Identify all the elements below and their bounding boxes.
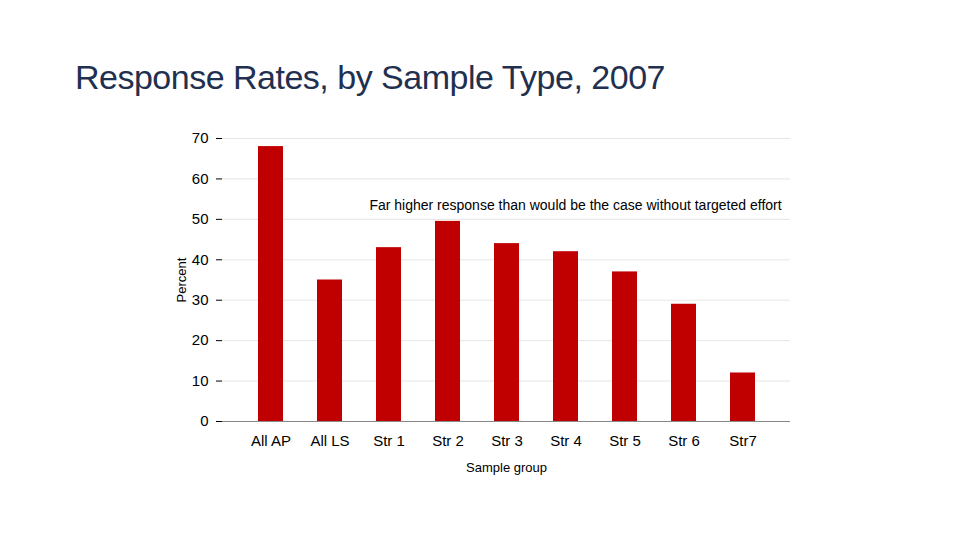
- svg-text:Percent: Percent: [174, 257, 189, 302]
- svg-text:10: 10: [192, 372, 209, 389]
- svg-text:Sample group: Sample group: [466, 460, 547, 475]
- svg-text:30: 30: [192, 291, 209, 308]
- svg-text:60: 60: [192, 170, 209, 187]
- svg-text:40: 40: [192, 251, 209, 268]
- svg-text:Str 6: Str 6: [668, 432, 700, 449]
- svg-text:All AP: All AP: [251, 432, 291, 449]
- svg-text:0: 0: [200, 412, 208, 429]
- svg-text:Str 4: Str 4: [550, 432, 582, 449]
- svg-text:Str7: Str7: [729, 432, 757, 449]
- svg-text:Str 2: Str 2: [432, 432, 464, 449]
- svg-text:Far higher response than would: Far higher response than would be the ca…: [369, 197, 781, 213]
- svg-text:All LS: All LS: [310, 432, 349, 449]
- svg-text:Str 3: Str 3: [491, 432, 523, 449]
- svg-text:Str 1: Str 1: [373, 432, 405, 449]
- html-text:Response Rates, by Sample Type: Response Rates, by Sample Type, 2007: [75, 58, 665, 96]
- svg-text:20: 20: [192, 331, 209, 348]
- svg-text:50: 50: [192, 210, 209, 227]
- svg-text:70: 70: [192, 129, 209, 146]
- svg-text:Str 5: Str 5: [609, 432, 641, 449]
